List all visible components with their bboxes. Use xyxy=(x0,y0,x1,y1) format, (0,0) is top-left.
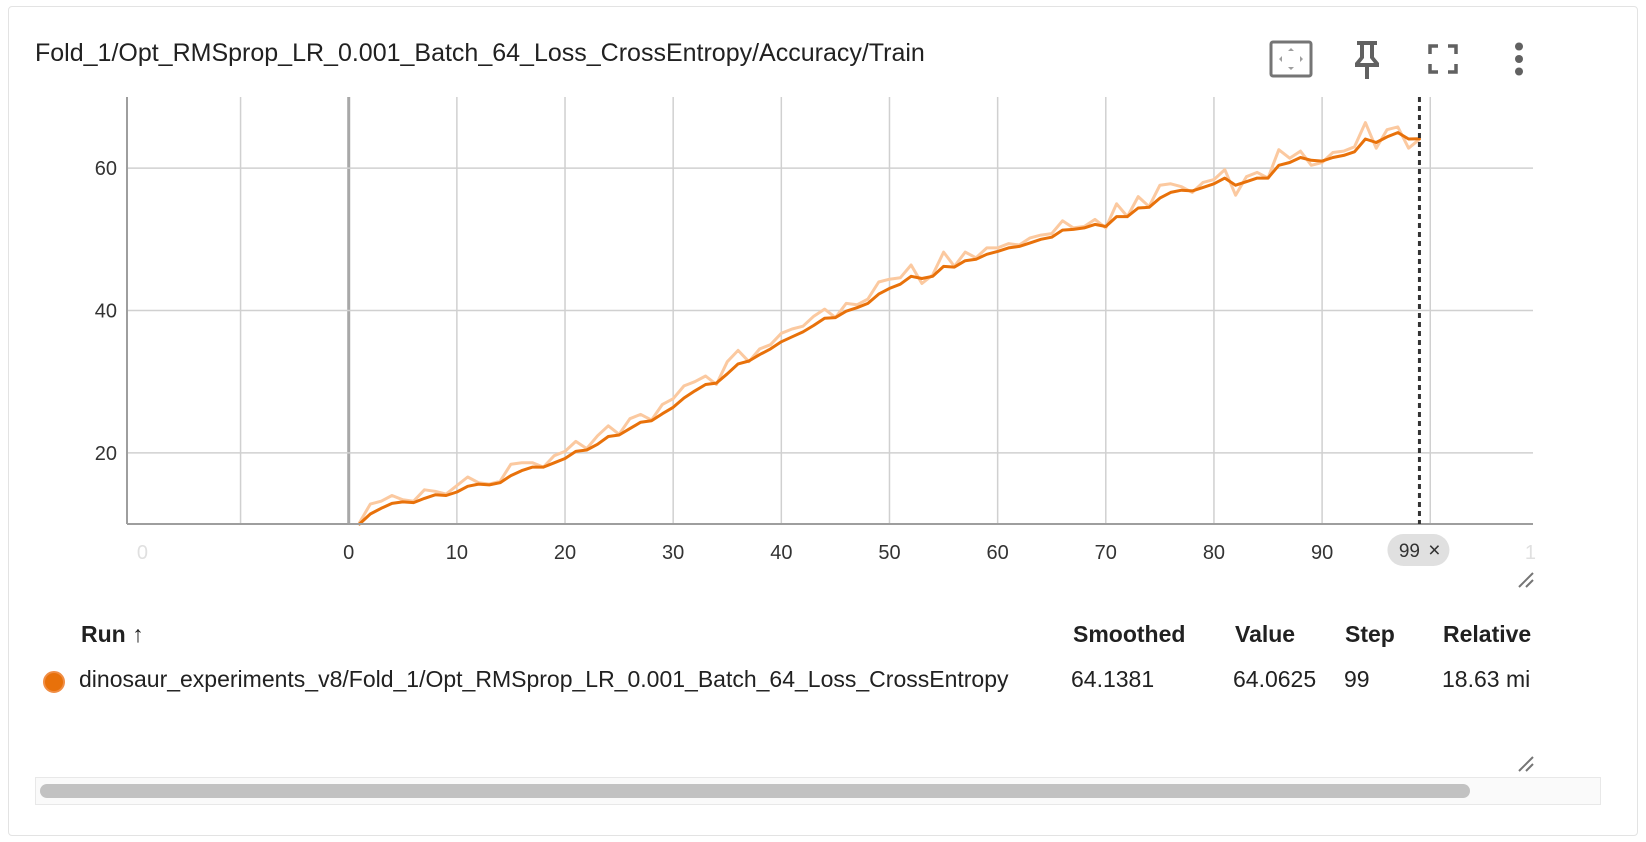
x-tick-label: 40 xyxy=(770,542,792,564)
step-cursor-label: 99 xyxy=(1399,541,1420,562)
run-color-dot[interactable] xyxy=(43,671,65,693)
value-cell: 64.0625 xyxy=(1233,666,1317,692)
column-header-smoothed[interactable]: Smoothed xyxy=(1073,621,1186,647)
chart-resize-handle[interactable] xyxy=(1515,569,1535,589)
scalar-card: Fold_1/Opt_RMSprop_LR_0.001_Batch_64_Los… xyxy=(8,6,1638,836)
run-name-cell: dinosaur_experiments_v8/Fold_1/Opt_RMSpr… xyxy=(79,666,1009,692)
step-cursor-pill[interactable] xyxy=(1387,534,1450,566)
scrollbar-thumb[interactable] xyxy=(40,784,1470,798)
x-tick-label: 30 xyxy=(662,542,684,564)
y-tick-label: 60 xyxy=(95,158,117,180)
column-header-step[interactable]: Step xyxy=(1345,621,1395,647)
x-tick-label: 20 xyxy=(554,542,576,564)
step-cell: 99 xyxy=(1344,666,1370,692)
x-tick-label: 10 xyxy=(446,542,468,564)
column-header-value[interactable]: Value xyxy=(1235,621,1296,647)
series-layer xyxy=(358,121,1421,526)
x-tick-label: 50 xyxy=(878,542,900,564)
x-tick-label: 60 xyxy=(987,542,1009,564)
card-title: Fold_1/Opt_RMSprop_LR_0.001_Batch_64_Los… xyxy=(35,39,925,67)
smoothed-series-line xyxy=(358,131,1421,526)
more-vert-icon[interactable] xyxy=(1495,35,1543,83)
fullscreen-icon[interactable] xyxy=(1419,35,1467,83)
x-tick-label: 0 xyxy=(343,542,354,564)
close-icon[interactable]: × xyxy=(1428,539,1440,562)
table-resize-handle[interactable] xyxy=(1515,753,1535,773)
relative-cell: 18.63 mi xyxy=(1442,666,1531,692)
y-tick-label: 40 xyxy=(95,301,117,323)
x-tick-label: 90 xyxy=(1311,542,1333,564)
chart-area[interactable]: 0 0 10 20 30 40 50 60 70 80 90 1 20 40 60 99 × xyxy=(9,7,1638,592)
line-chart[interactable]: 0 0 10 20 30 40 50 60 70 80 90 1 20 40 60 99 × xyxy=(9,7,1638,587)
x-tick-label: 80 xyxy=(1203,542,1225,564)
horizontal-scrollbar[interactable] xyxy=(35,777,1601,805)
step-cursor[interactable]: 99 × xyxy=(1387,97,1450,566)
pin-icon[interactable] xyxy=(1343,35,1391,83)
x-tick-label: 1 xyxy=(1525,542,1536,564)
column-header-run[interactable]: Run ↑ xyxy=(81,621,144,647)
y-tick-label: 20 xyxy=(95,443,117,465)
fit-domain-icon[interactable] xyxy=(1267,35,1315,83)
smoothed-cell: 64.1381 xyxy=(1071,666,1155,692)
x-tick-label: 0 xyxy=(137,542,148,564)
axes: 0 0 10 20 30 40 50 60 70 80 90 1 20 40 60 xyxy=(95,97,1536,564)
grid xyxy=(127,97,1533,524)
x-tick-label: 70 xyxy=(1095,542,1117,564)
column-header-relative[interactable]: Relative xyxy=(1443,621,1532,647)
